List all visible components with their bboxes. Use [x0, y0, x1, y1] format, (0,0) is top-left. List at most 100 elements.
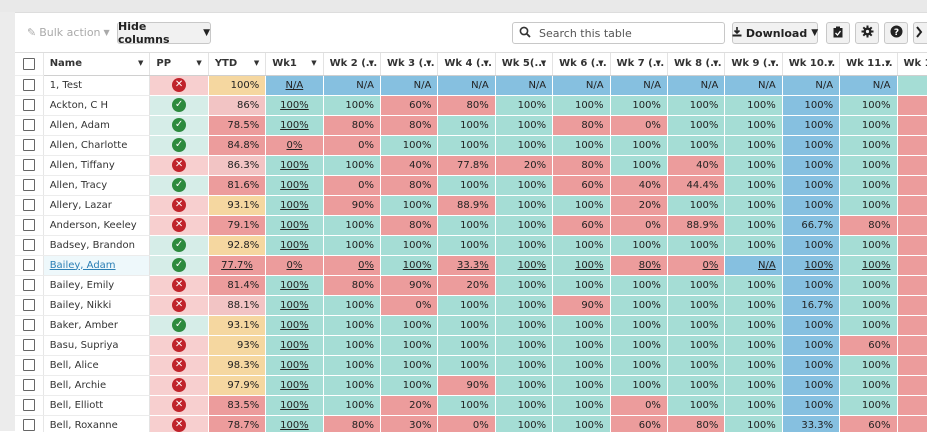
select-all-checkbox[interactable] — [15, 53, 43, 75]
row-checkbox[interactable] — [15, 335, 43, 355]
column-header-4[interactable]: Wk 2 (...▼ — [323, 53, 380, 75]
table-row[interactable]: Bell, Roxanne✕78.7%100%80%30%0%100%100%6… — [15, 415, 927, 432]
row-checkbox[interactable] — [15, 375, 43, 395]
column-header-2[interactable]: YTD▼ — [208, 53, 265, 75]
table-row[interactable]: Bell, Alice✕98.3%100%100%100%100%100%100… — [15, 355, 927, 375]
bulk-action-button[interactable]: ✎ Bulk action ▼ — [27, 26, 110, 39]
column-header-1[interactable]: PP▼ — [150, 53, 208, 75]
column-header-6[interactable]: Wk 4 (...▼ — [438, 53, 495, 75]
column-header-3[interactable]: Wk1▼ — [266, 53, 323, 75]
search-input[interactable] — [537, 26, 721, 41]
clipboard-button[interactable] — [826, 22, 850, 44]
row-checkbox[interactable] — [15, 175, 43, 195]
table-row[interactable]: Bell, Archie✕97.9%100%100%100%90%100%100… — [15, 375, 927, 395]
sort-caret-icon[interactable]: ▼ — [369, 59, 374, 67]
sort-caret-icon[interactable]: ▼ — [598, 59, 603, 67]
column-header-7[interactable]: Wk 5(...▼ — [495, 53, 552, 75]
ytd-cell[interactable]: 77.7% — [208, 255, 265, 275]
column-header-8[interactable]: Wk 6 (...▼ — [553, 53, 610, 75]
row-checkbox[interactable] — [15, 315, 43, 335]
week-cell[interactable]: 100% — [266, 415, 323, 432]
row-checkbox[interactable] — [15, 395, 43, 415]
table-row[interactable]: Allen, Tracy✓81.6%100%0%80%100%100%60%40… — [15, 175, 927, 195]
column-header-14[interactable]: Wk 12...▼ — [897, 53, 927, 75]
row-checkbox[interactable] — [15, 195, 43, 215]
download-button[interactable]: Download ▼ — [732, 22, 818, 44]
week-cell[interactable]: 0% — [266, 135, 323, 155]
week-cell[interactable]: 100% — [266, 295, 323, 315]
row-checkbox[interactable] — [15, 135, 43, 155]
column-header-11[interactable]: Wk 9 (...▼ — [725, 53, 782, 75]
sort-caret-icon[interactable]: ▼ — [770, 59, 775, 67]
sort-caret-icon[interactable]: ▼ — [656, 59, 661, 67]
week-cell[interactable]: 100% — [266, 335, 323, 355]
row-checkbox[interactable] — [15, 255, 43, 275]
week-cell[interactable]: N/A — [725, 255, 782, 275]
week-cell[interactable]: 100% — [266, 395, 323, 415]
table-row[interactable]: Allery, Lazar✕93.1%100%90%100%88.9%100%1… — [15, 195, 927, 215]
week-cell[interactable]: 100% — [266, 115, 323, 135]
sort-caret-icon[interactable]: ▼ — [541, 59, 546, 67]
settings-button[interactable] — [855, 22, 879, 44]
week-cell[interactable]: 100% — [266, 175, 323, 195]
sort-caret-icon[interactable]: ▼ — [254, 59, 259, 67]
row-checkbox[interactable] — [15, 415, 43, 432]
row-checkbox[interactable] — [15, 115, 43, 135]
table-row[interactable]: Bailey, Adam✓77.7%0%0%100%33.3%100%100%8… — [15, 255, 927, 275]
table-row[interactable]: Bell, Elliott✕83.5%100%100%20%100%100%10… — [15, 395, 927, 415]
row-checkbox[interactable] — [15, 235, 43, 255]
week-cell[interactable]: 100% — [266, 215, 323, 235]
sort-caret-icon[interactable]: ▼ — [311, 59, 316, 67]
week-cell[interactable]: 33.3% — [438, 255, 495, 275]
week-cell[interactable]: N/A — [266, 75, 323, 95]
week-cell[interactable]: 100% — [266, 375, 323, 395]
hide-columns-button[interactable]: Hide columns ▼ — [117, 22, 211, 44]
sort-caret-icon[interactable]: ▼ — [828, 59, 833, 67]
help-button[interactable]: ? — [884, 22, 908, 44]
sort-caret-icon[interactable]: ▼ — [138, 59, 143, 67]
table-row[interactable]: Allen, Tiffany✕86.3%100%100%40%77.8%20%8… — [15, 155, 927, 175]
column-header-12[interactable]: Wk 10...▼ — [782, 53, 839, 75]
column-header-9[interactable]: Wk 7 (...▼ — [610, 53, 667, 75]
week-cell[interactable]: 100% — [266, 275, 323, 295]
week-cell[interactable]: 100% — [840, 255, 897, 275]
week-cell[interactable]: 100% — [495, 255, 552, 275]
week-cell[interactable]: 10 — [897, 255, 927, 275]
week-cell[interactable]: 0% — [323, 255, 380, 275]
sort-caret-icon[interactable]: ▼ — [426, 59, 431, 67]
table-row[interactable]: Bailey, Emily✕81.4%100%80%90%20%100%100%… — [15, 275, 927, 295]
sort-caret-icon[interactable]: ▼ — [713, 59, 718, 67]
week-cell[interactable]: 100% — [380, 255, 437, 275]
week-cell[interactable]: 100% — [266, 95, 323, 115]
row-checkbox[interactable] — [15, 75, 43, 95]
row-checkbox[interactable] — [15, 295, 43, 315]
table-row[interactable]: Baker, Amber✓93.1%100%100%100%100%100%10… — [15, 315, 927, 335]
row-checkbox[interactable] — [15, 215, 43, 235]
table-row[interactable]: Bailey, Nikki✕88.1%100%100%0%100%100%90%… — [15, 295, 927, 315]
sort-caret-icon[interactable]: ▼ — [885, 59, 890, 67]
week-cell[interactable]: 80% — [610, 255, 667, 275]
column-header-5[interactable]: Wk 3 (...▼ — [380, 53, 437, 75]
column-header-0[interactable]: Name▼ — [43, 53, 150, 75]
sort-caret-icon[interactable]: ▼ — [483, 59, 488, 67]
table-row[interactable]: Anderson, Keeley✕79.1%100%100%80%100%100… — [15, 215, 927, 235]
table-row[interactable]: Allen, Charlotte✓84.8%0%0%100%100%100%10… — [15, 135, 927, 155]
row-checkbox[interactable] — [15, 355, 43, 375]
week-cell[interactable]: 100% — [266, 235, 323, 255]
column-header-10[interactable]: Wk 8 (...▼ — [667, 53, 724, 75]
sort-caret-icon[interactable]: ▼ — [196, 59, 201, 67]
row-checkbox[interactable] — [15, 155, 43, 175]
student-name[interactable]: Bailey, Adam — [43, 255, 150, 275]
week-cell[interactable]: 0% — [667, 255, 724, 275]
week-cell[interactable]: 100% — [266, 155, 323, 175]
week-cell[interactable]: 100% — [266, 315, 323, 335]
week-cell[interactable]: 100% — [266, 195, 323, 215]
week-cell[interactable]: 100% — [782, 255, 839, 275]
table-row[interactable]: Basu, Supriya✕93%100%100%100%100%100%100… — [15, 335, 927, 355]
expand-button[interactable] — [913, 22, 927, 44]
table-row[interactable]: Allen, Adam✓78.5%100%80%80%100%100%80%0%… — [15, 115, 927, 135]
week-cell[interactable]: 100% — [266, 355, 323, 375]
week-cell[interactable]: 100% — [553, 255, 610, 275]
week-cell[interactable]: 0% — [266, 255, 323, 275]
table-row[interactable]: Badsey, Brandon✓92.8%100%100%100%100%100… — [15, 235, 927, 255]
